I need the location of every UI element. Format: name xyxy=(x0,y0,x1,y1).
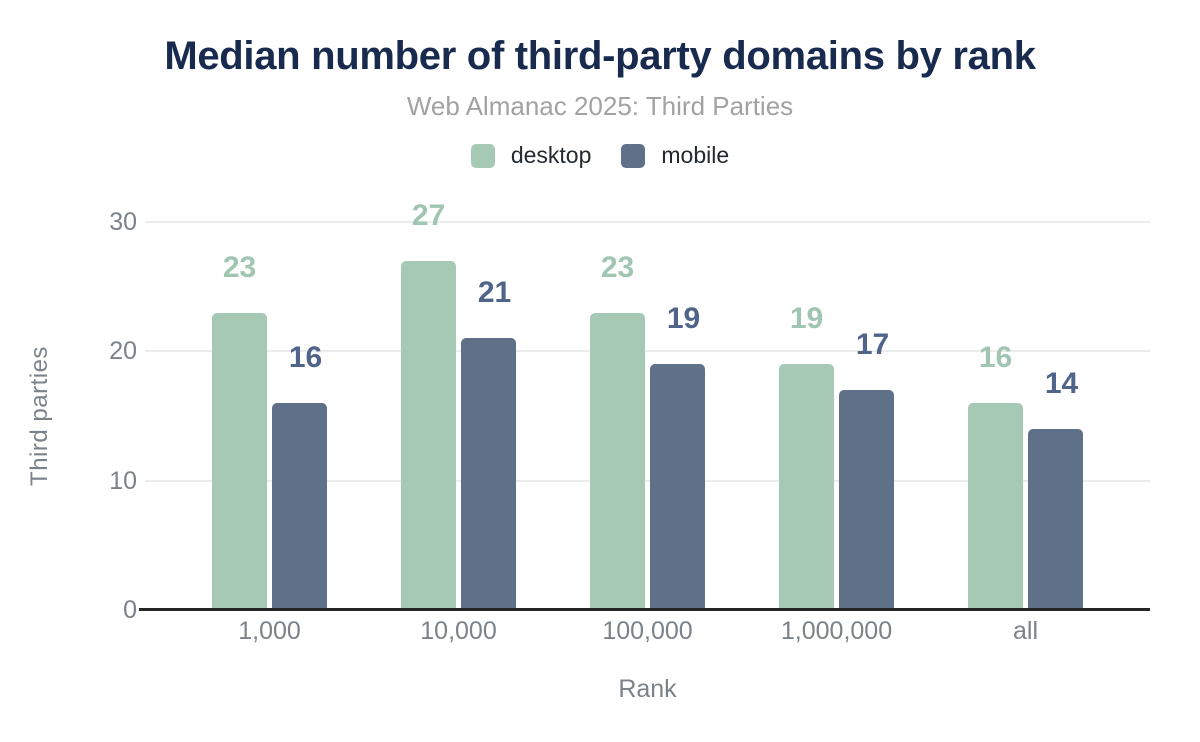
bar-desktop-100,000[interactable]: 23 xyxy=(590,252,645,610)
y-axis-tick-labels: 0 10 20 30 xyxy=(58,208,137,624)
x-tick-label-100,000: 100,000 xyxy=(602,617,693,645)
bar-desktop-10,000[interactable]: 27 xyxy=(401,200,456,610)
bar-value-label-mobile-100,000: 19 xyxy=(666,302,701,336)
x-tick-label-1,000,000: 1,000,000 xyxy=(780,617,893,645)
y-tick-label-20: 20 xyxy=(109,337,137,366)
y-tick-label-30: 30 xyxy=(109,208,137,236)
bar-desktop-all[interactable]: 16 xyxy=(968,343,1023,610)
x-axis-tick-labels: 1,000 10,000 100,000 1,000,000 all xyxy=(145,617,1150,646)
legend-item-mobile[interactable]: mobile xyxy=(621,142,729,169)
bar-value-label-desktop-100,000: 23 xyxy=(600,250,635,284)
bar-group-1,000: 23 16 xyxy=(175,222,364,610)
bar-group-10,000: 27 21 xyxy=(364,200,553,610)
gridline-20 xyxy=(145,350,1150,353)
legend-swatch-icon-mobile xyxy=(621,143,646,168)
chart-subtitle: Web Almanac 2025: Third Parties xyxy=(406,91,794,121)
bar-group-100,000: 23 19 xyxy=(553,222,742,610)
gridline-10 xyxy=(145,479,1150,482)
legend-swatch-icon-desktop xyxy=(470,143,495,168)
bar-mobile-1,000,000[interactable]: 17 xyxy=(839,330,894,610)
legend-label-mobile: mobile xyxy=(661,142,730,168)
bar-mobile-1,000[interactable]: 16 xyxy=(272,343,327,610)
plot-area: 23 16 27 21 23 19 19 17 16 14 xyxy=(139,200,1150,611)
bar-mobile-10,000[interactable]: 21 xyxy=(461,278,516,610)
x-tick-label-10,000: 10,000 xyxy=(420,617,497,645)
y-axis-title-wrap: Third parties xyxy=(18,222,62,610)
bar-value-label-desktop-1,000: 23 xyxy=(222,250,257,284)
bar-group-1,000,000: 19 17 xyxy=(742,222,931,610)
bar-value-label-mobile-10,000: 21 xyxy=(477,276,512,310)
legend-item-desktop[interactable]: desktop xyxy=(470,142,592,169)
bars-row: 23 16 27 21 23 19 19 17 16 14 xyxy=(175,200,1120,610)
bar-value-label-mobile-1,000,000: 17 xyxy=(855,328,890,362)
bar-value-label-mobile-1,000: 16 xyxy=(288,341,323,375)
x-axis-line xyxy=(139,608,1150,611)
bar-mobile-100,000[interactable]: 19 xyxy=(650,304,705,610)
bar-desktop-1,000[interactable]: 23 xyxy=(212,252,267,610)
x-axis-title: Rank xyxy=(618,675,677,703)
bar-desktop-1,000,000[interactable]: 19 xyxy=(779,304,834,610)
y-tick-label-0: 0 xyxy=(123,596,137,624)
bar-value-label-mobile-all: 14 xyxy=(1044,366,1079,400)
bar-value-label-desktop-all: 16 xyxy=(978,341,1013,375)
bar-group-all: 16 14 xyxy=(931,222,1120,610)
y-tick-label-10: 10 xyxy=(109,466,137,495)
legend-label-desktop: desktop xyxy=(510,142,592,168)
bar-mobile-all[interactable]: 14 xyxy=(1028,368,1083,610)
bar-value-label-desktop-10,000: 27 xyxy=(411,198,446,232)
x-tick-label-1,000: 1,000 xyxy=(238,617,301,645)
legend: desktop mobile xyxy=(0,142,1200,169)
chart-title: Median number of third-party domains by … xyxy=(164,34,1036,78)
x-tick-label-all: all xyxy=(1012,617,1038,645)
y-axis-title: Third parties xyxy=(26,346,54,486)
bar-value-label-desktop-1,000,000: 19 xyxy=(789,302,824,336)
gridline-30 xyxy=(145,221,1150,223)
